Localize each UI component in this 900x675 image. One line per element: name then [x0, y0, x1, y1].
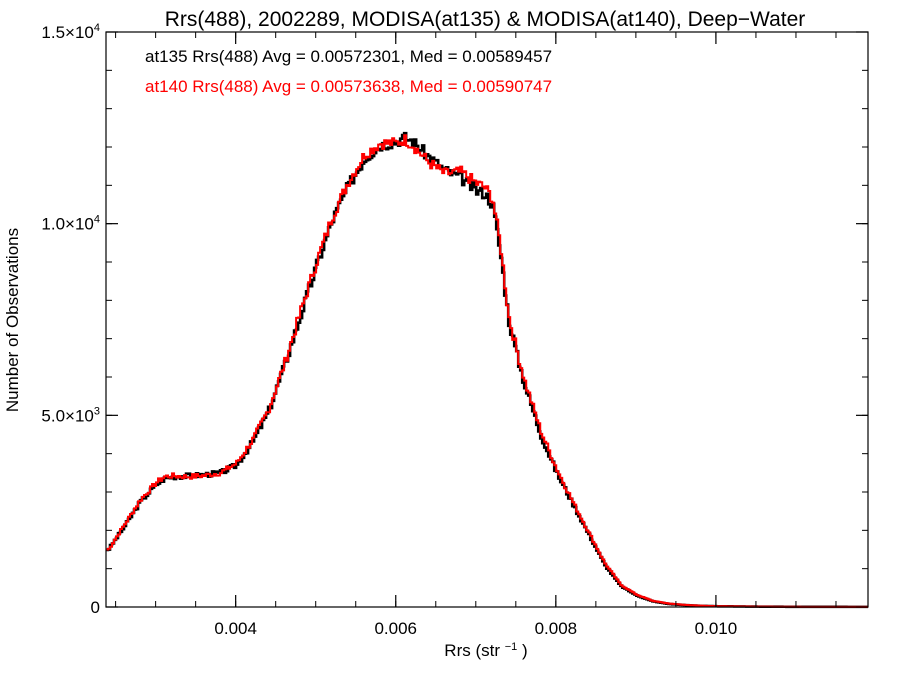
- y-tick-label: 5.0×103: [41, 405, 100, 425]
- y-axis-label: Number of Observations: [3, 228, 22, 412]
- plot-frame: [105, 31, 869, 608]
- legend: at135 Rrs(488) Avg = 0.00572301, Med = 0…: [145, 47, 552, 96]
- x-axis-label-sup: −1: [505, 641, 518, 653]
- x-axis-label-close: ): [522, 641, 528, 660]
- y-tick-label: 1.5×104: [41, 22, 100, 42]
- legend-entry-at135: at135 Rrs(488) Avg = 0.00572301, Med = 0…: [145, 47, 552, 66]
- y-tick-label: 0: [91, 598, 100, 617]
- x-tick-label: 0.006: [374, 619, 417, 638]
- legend-entry-at140: at140 Rrs(488) Avg = 0.00573638, Med = 0…: [145, 77, 552, 96]
- axes-layer: 0.004 0.006 0.008 0.010 0 5.0×103 1.0×104 1.5×1…: [41, 22, 869, 638]
- chart-title: Rrs(488), 2002289, MODISA(at135) & MODIS…: [165, 8, 806, 31]
- x-tick-label: 0.008: [535, 619, 578, 638]
- x-axis-label: Rrs (str −1 ): [444, 635, 527, 660]
- y-tick-label: 1.0×104: [41, 214, 100, 234]
- x-tick-label: 0.010: [695, 619, 738, 638]
- x-axis-label-main: Rrs (str: [444, 641, 500, 660]
- x-tick-label: 0.004: [214, 619, 257, 638]
